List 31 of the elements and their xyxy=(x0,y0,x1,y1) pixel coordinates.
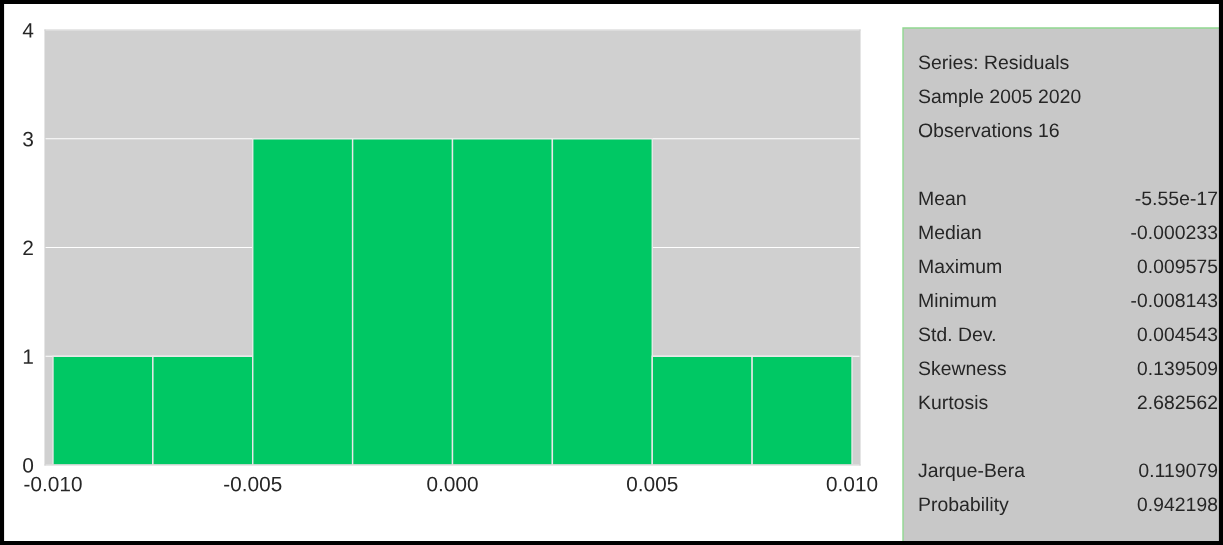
text: -0.000233 xyxy=(1131,225,1218,240)
y-tick-label: 2 xyxy=(23,240,33,256)
text: 0.119079 xyxy=(1139,463,1218,478)
text: Median xyxy=(919,224,981,240)
x-tick-label: 0.005 xyxy=(627,476,678,492)
y-tick-label: 1 xyxy=(23,349,33,364)
y-tick-label: 0 xyxy=(23,458,34,473)
y-tick-label: 3 xyxy=(23,131,33,147)
text: 0.009575 xyxy=(1137,259,1218,274)
text: Maximum xyxy=(919,258,1001,274)
text: Minimum xyxy=(919,292,996,308)
x-tick-label: 0.000 xyxy=(427,476,478,492)
text: Std. Dev. xyxy=(918,326,995,342)
text: 0.942198 xyxy=(1137,497,1218,512)
text: Skewness xyxy=(918,360,1006,376)
text: Kurtosis xyxy=(919,394,988,410)
text: 0.139509 xyxy=(1137,361,1218,376)
text: 2.682562 xyxy=(1137,395,1218,410)
text: Sample 2005 2020 xyxy=(918,88,1081,108)
x-tick-label: 0.010 xyxy=(826,476,878,492)
text: Probability xyxy=(919,496,1009,516)
text: Observations 16 xyxy=(918,122,1059,138)
text: Mean xyxy=(919,191,966,206)
x-tick-label: -0.010 xyxy=(24,476,82,492)
text: Jarque-Bera xyxy=(918,463,1025,482)
text: -0.008143 xyxy=(1131,293,1218,308)
x-tick-label: -0.005 xyxy=(224,476,282,492)
text: -5.55e-17 xyxy=(1135,191,1218,206)
text: Series: Residuals xyxy=(918,54,1069,70)
y-tick-label: 4 xyxy=(22,23,34,38)
text: 0.004543 xyxy=(1137,327,1218,342)
